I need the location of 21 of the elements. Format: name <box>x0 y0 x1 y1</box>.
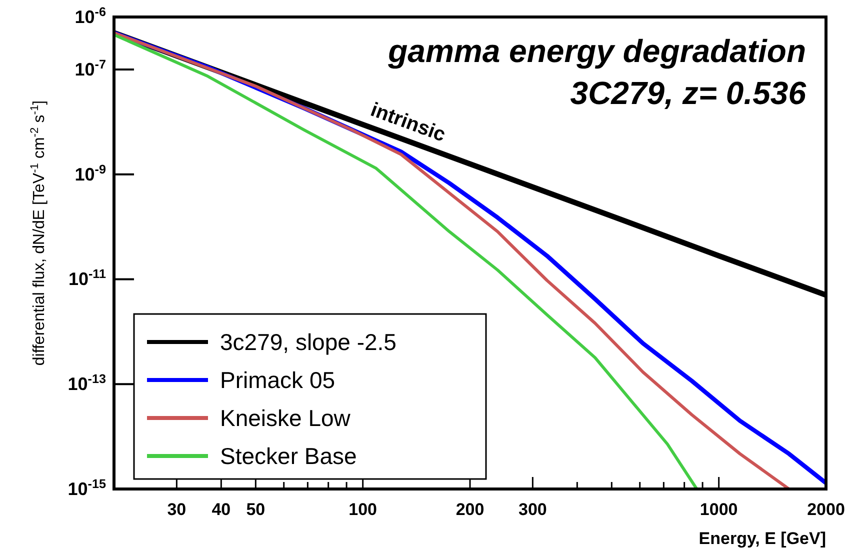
legend-label: Stecker Base <box>220 443 357 469</box>
y-tick-label: 10$^{-11}$ <box>68 267 106 290</box>
annotation: 3C279, z= 0.536 <box>570 75 806 111</box>
y-tick-label: 10$^{-6}$ <box>74 5 106 27</box>
x-tick-label: 1000 <box>700 500 738 519</box>
x-tick-label: 50 <box>246 500 266 519</box>
x-tick-label: 40 <box>212 500 231 519</box>
legend-label: Primack 05 <box>220 367 336 393</box>
legend-label: Kneiske Low <box>220 405 351 431</box>
x-tick-label: 30 <box>167 500 186 519</box>
y-tick-label: 10$^{-13}$ <box>68 372 106 394</box>
annotation: gamma energy degradation <box>387 33 806 69</box>
x-tick-label: 200 <box>456 500 484 519</box>
y-tick-label: 10$^{-7}$ <box>74 57 106 80</box>
x-axis-title: Energy, E [GeV] <box>698 529 826 548</box>
legend-label: 3c279, slope -2.5 <box>220 329 396 355</box>
y-tick-label: 10$^{-15}$ <box>68 477 106 499</box>
x-tick-label: 300 <box>518 500 547 519</box>
x-tick-label: 100 <box>348 500 378 519</box>
x-tick-label: 2000 <box>807 500 845 519</box>
y-tick-label: 10$^{-9}$ <box>74 162 106 184</box>
